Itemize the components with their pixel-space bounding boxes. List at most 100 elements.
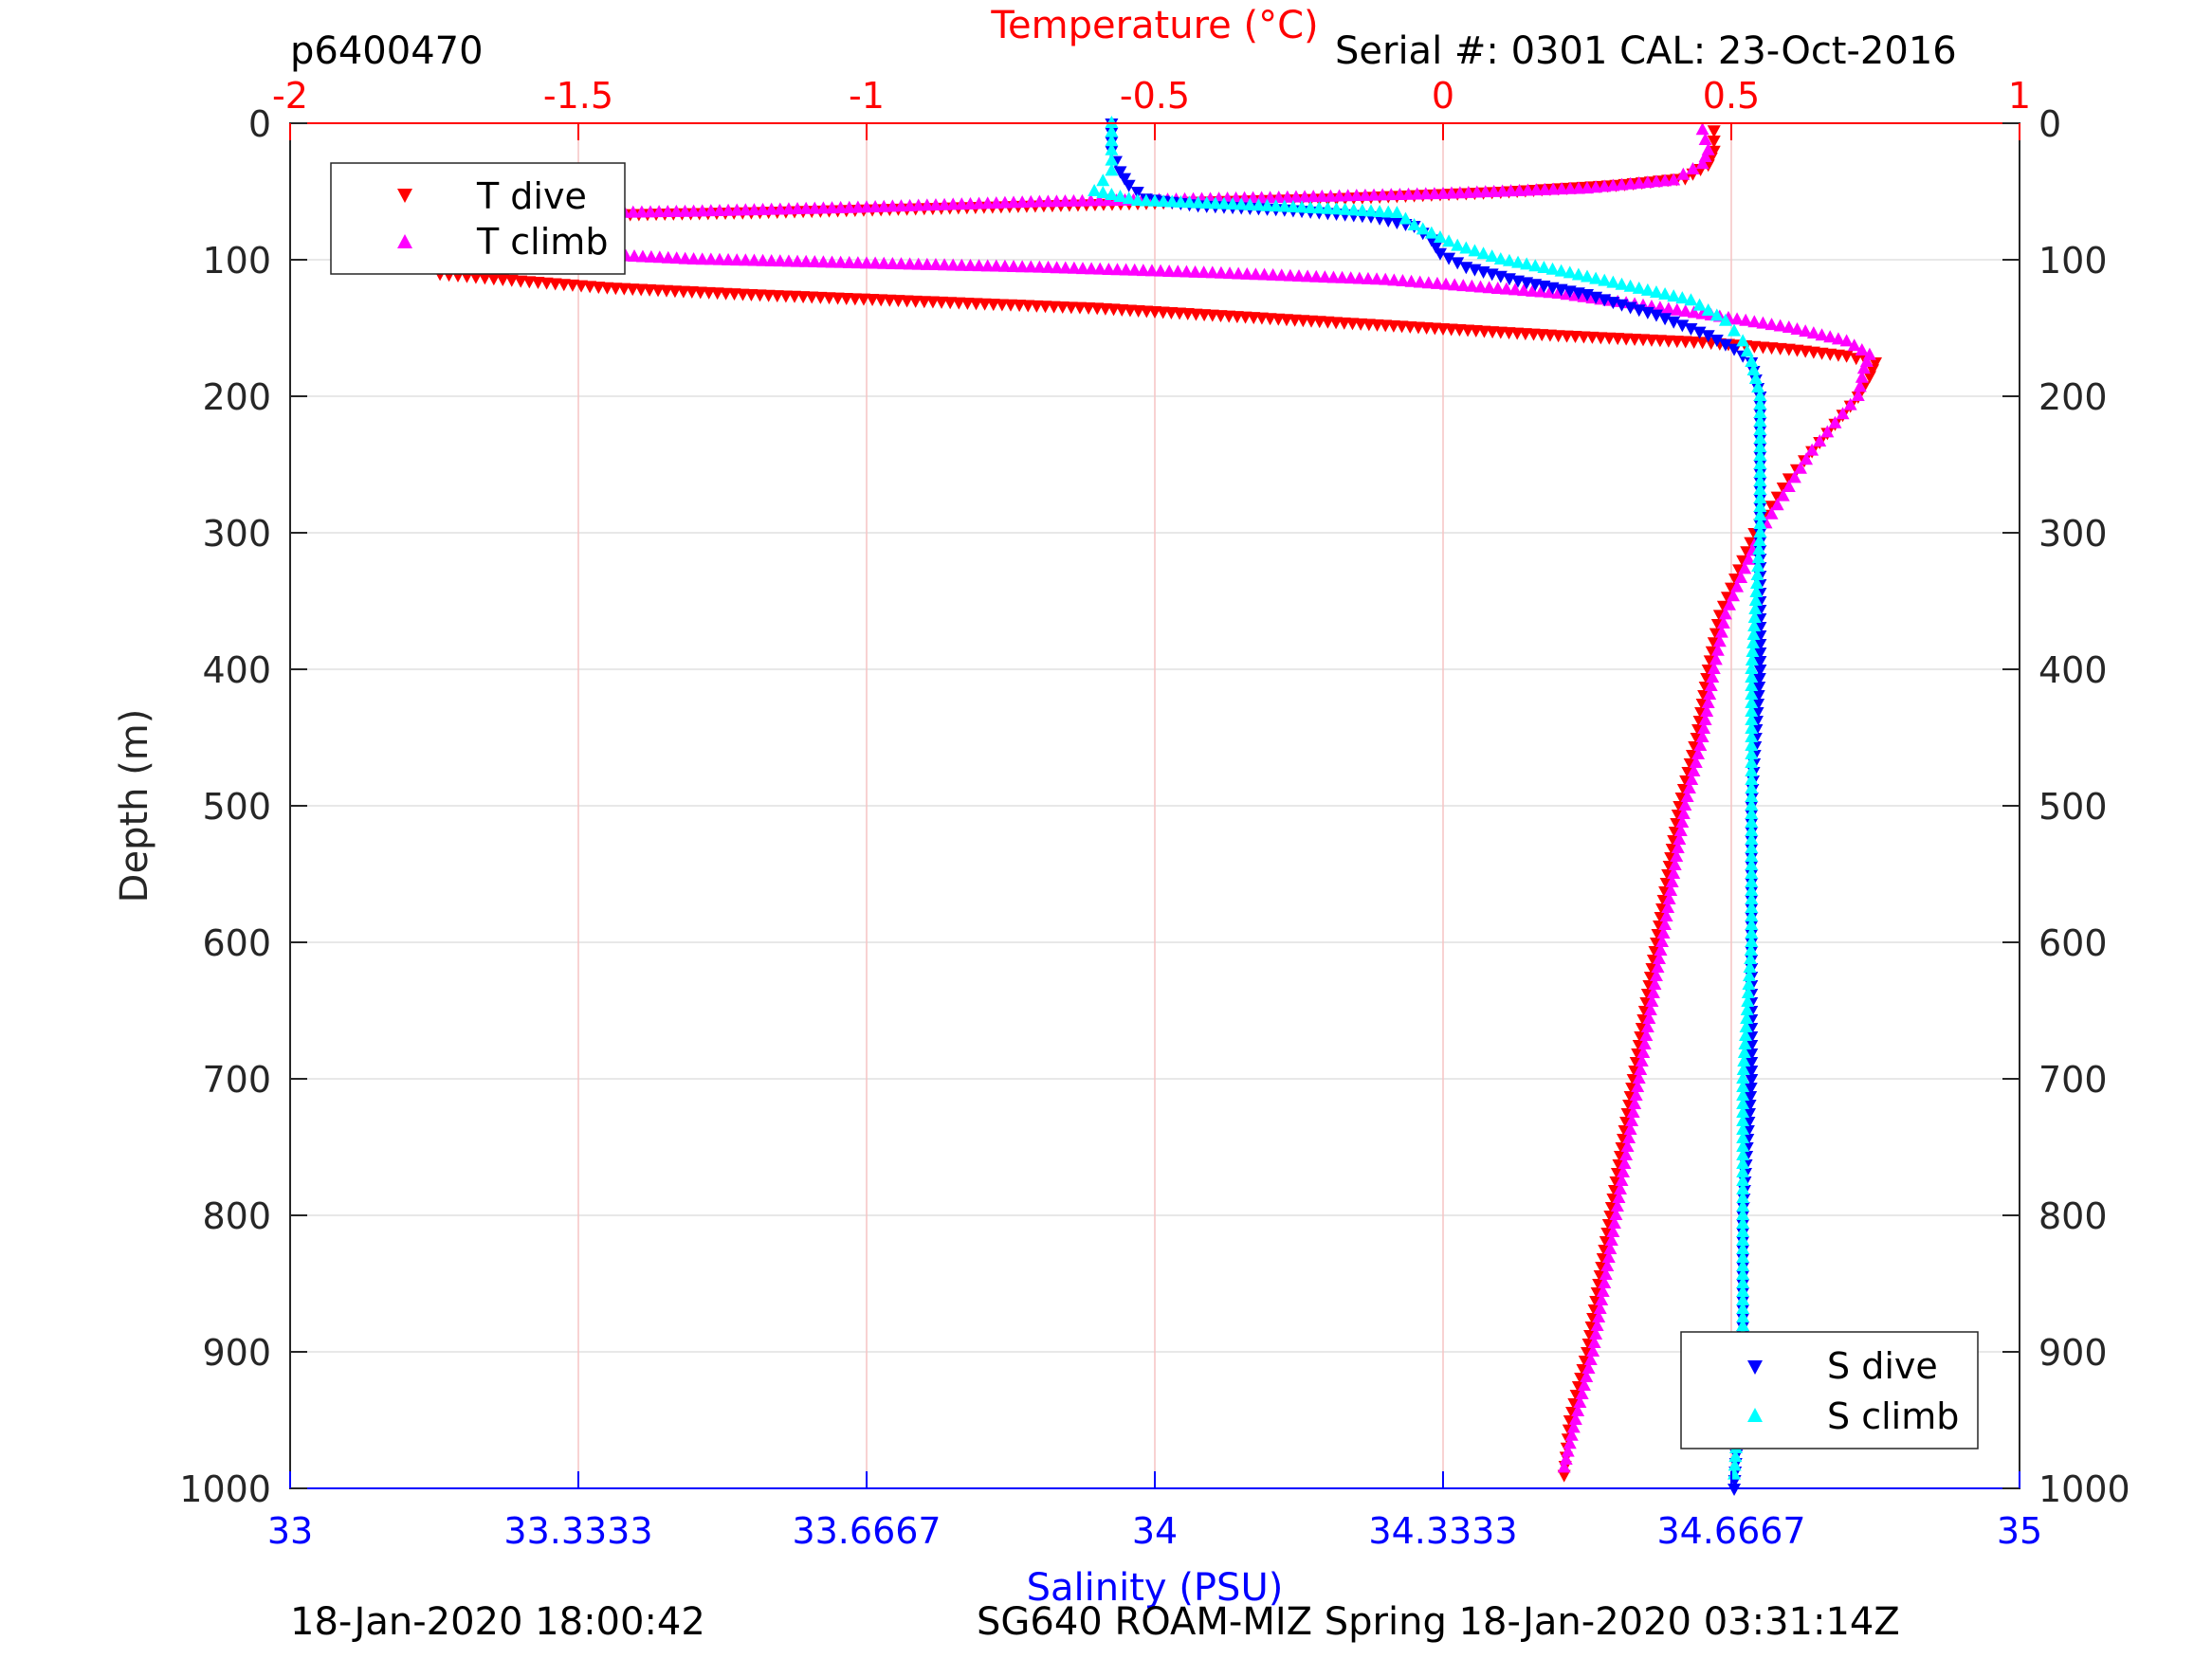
data-point xyxy=(1661,301,1675,315)
data-point xyxy=(1693,738,1708,751)
data-point xyxy=(1736,1199,1750,1212)
data-point xyxy=(1413,275,1427,288)
data-point xyxy=(1645,994,1659,1007)
data-point xyxy=(1024,260,1038,273)
data-point xyxy=(1680,790,1694,802)
data-point xyxy=(1703,687,1717,700)
data-point xyxy=(1849,353,1863,366)
data-point xyxy=(1495,184,1509,197)
data-point xyxy=(1430,276,1444,289)
data-point xyxy=(1865,364,1879,377)
data-point xyxy=(1728,343,1742,356)
legend-marker-t-dive xyxy=(397,189,412,203)
data-point xyxy=(644,249,658,263)
data-point xyxy=(1315,189,1329,202)
data-point xyxy=(1387,273,1401,286)
data-point xyxy=(1752,534,1766,546)
data-point xyxy=(1352,271,1366,284)
data-point xyxy=(635,249,649,263)
data-point xyxy=(1753,389,1767,401)
data-point xyxy=(1692,298,1707,311)
data-point xyxy=(1465,279,1479,292)
data-point xyxy=(1575,1387,1589,1399)
data-point xyxy=(1557,1469,1571,1483)
data-point xyxy=(1639,1029,1654,1041)
data-point xyxy=(1753,465,1767,478)
data-point xyxy=(1092,193,1106,207)
data-point xyxy=(1722,597,1736,611)
data-point xyxy=(1113,166,1127,179)
data-point xyxy=(1551,286,1565,299)
data-point xyxy=(946,258,960,271)
data-point xyxy=(1746,645,1760,657)
data-point xyxy=(1751,380,1765,392)
data-point xyxy=(1033,194,1047,208)
data-point xyxy=(1753,431,1767,444)
data-point xyxy=(1058,194,1072,208)
data-point xyxy=(1096,173,1110,187)
data-point xyxy=(1836,407,1850,420)
data-point xyxy=(833,255,848,268)
data-point xyxy=(1687,764,1701,776)
salinity-tick-label: 34.6667 xyxy=(1656,1510,1805,1552)
data-point xyxy=(1301,269,1315,283)
data-point xyxy=(1197,265,1211,279)
data-point xyxy=(1658,173,1673,187)
depth-tick-label-right: 900 xyxy=(2038,1332,2108,1374)
data-point xyxy=(997,259,1012,272)
data-point xyxy=(1776,488,1790,501)
salinity-legend: S dive S climb xyxy=(1680,1331,1979,1449)
data-point xyxy=(1736,1063,1750,1075)
data-point xyxy=(1223,266,1237,280)
data-point xyxy=(1600,1259,1615,1271)
data-point xyxy=(799,201,814,214)
data-point xyxy=(1577,1378,1591,1391)
data-point xyxy=(1640,175,1654,189)
data-point xyxy=(1736,1080,1750,1092)
data-point xyxy=(822,292,836,305)
data-point xyxy=(1773,319,1787,332)
data-point xyxy=(1707,125,1721,138)
data-point xyxy=(1349,189,1363,202)
data-point xyxy=(1162,264,1177,277)
data-point xyxy=(686,204,701,217)
temperature-tick-label: 0.5 xyxy=(1703,75,1760,117)
data-point xyxy=(1581,181,1594,194)
data-point xyxy=(1828,415,1842,428)
data-point xyxy=(1695,306,1709,319)
data-point xyxy=(1615,177,1629,191)
data-point xyxy=(1571,1404,1585,1416)
salinity-tick-label: 35 xyxy=(1997,1510,2042,1552)
data-point xyxy=(825,255,839,268)
data-point xyxy=(1024,194,1038,208)
data-point xyxy=(1751,559,1765,572)
data-point xyxy=(1747,611,1762,623)
data-point xyxy=(938,197,952,210)
data-point xyxy=(1695,122,1709,136)
data-point xyxy=(1718,607,1732,620)
data-point xyxy=(1745,764,1759,776)
plot-timestamp: 18-Jan-2020 18:00:42 xyxy=(290,1600,705,1644)
data-point xyxy=(1736,1250,1750,1263)
data-point xyxy=(496,274,510,286)
data-point xyxy=(980,196,995,210)
data-point xyxy=(1745,1066,1759,1078)
data-point xyxy=(1689,756,1703,768)
data-point xyxy=(1015,260,1030,273)
data-point xyxy=(1346,203,1361,216)
data-point xyxy=(1740,1012,1754,1024)
data-point xyxy=(1746,628,1761,640)
data-point xyxy=(1599,1267,1613,1280)
data-point xyxy=(1615,1174,1629,1186)
depth-tick-label-right: 800 xyxy=(2038,1195,2108,1237)
data-point xyxy=(1740,344,1754,357)
data-point xyxy=(1546,182,1561,195)
salinity-legend-box xyxy=(1680,1331,1979,1449)
depth-tick-label-right: 400 xyxy=(2038,649,2108,691)
data-point xyxy=(1698,133,1712,145)
data-point xyxy=(1088,184,1102,196)
salinity-tick-label: 34.3333 xyxy=(1368,1510,1517,1552)
data-point xyxy=(1753,483,1767,495)
data-point xyxy=(1736,334,1750,347)
data-point xyxy=(866,294,880,307)
